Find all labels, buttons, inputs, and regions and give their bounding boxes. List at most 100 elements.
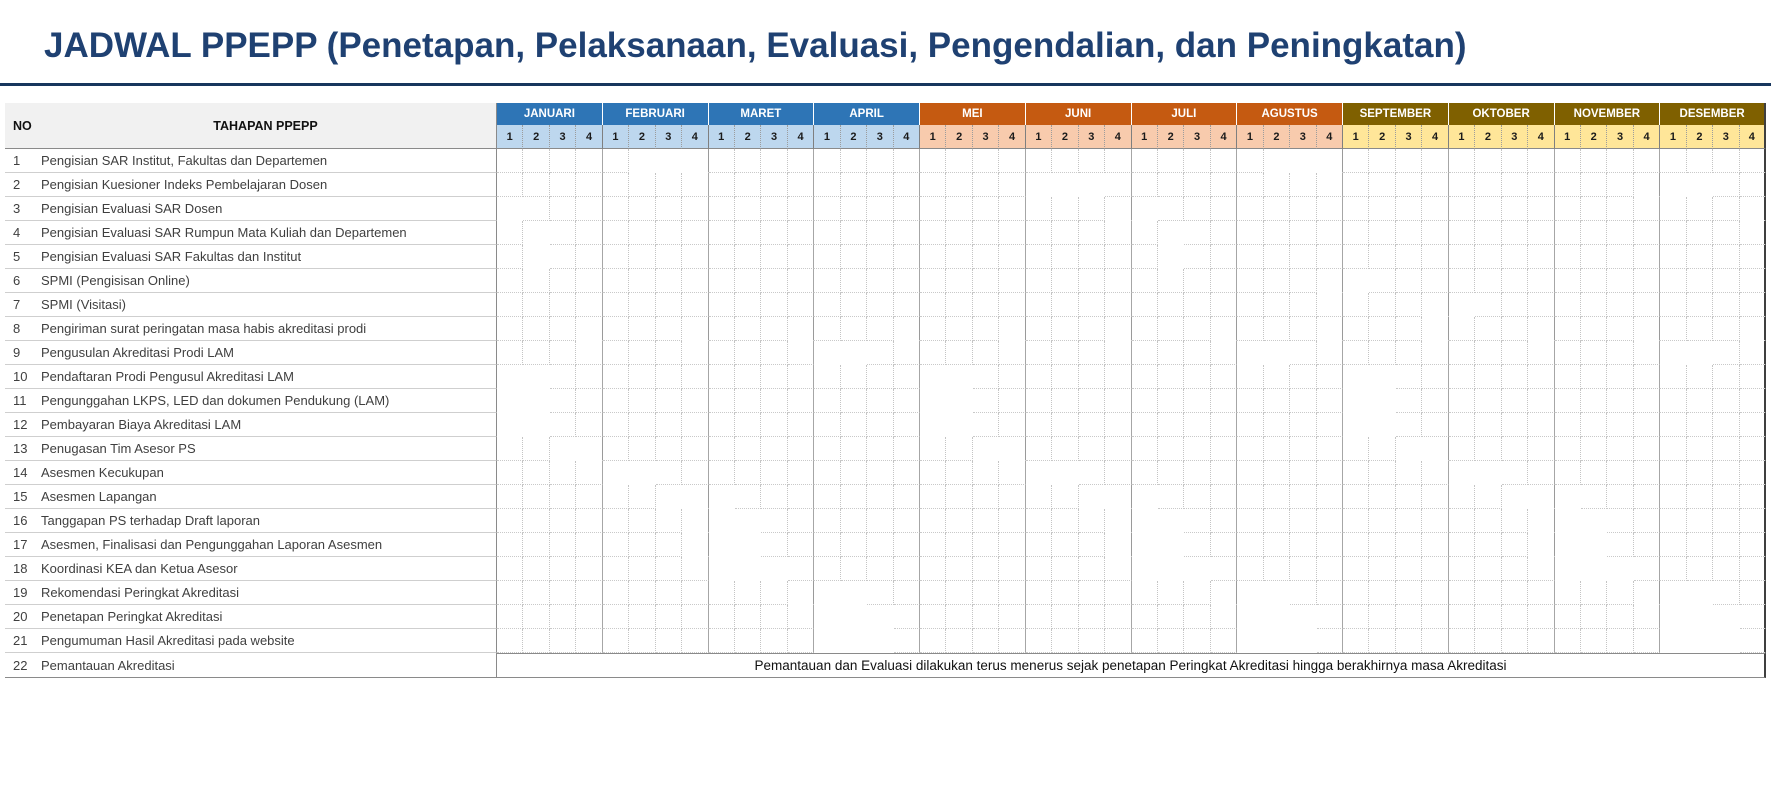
schedule-cell bbox=[1501, 365, 1529, 389]
schedule-cell bbox=[761, 341, 788, 365]
schedule-cell bbox=[497, 221, 524, 245]
schedule-cell bbox=[1660, 197, 1687, 221]
schedule-cell-filled bbox=[1105, 317, 1132, 341]
schedule-cell bbox=[1369, 197, 1396, 221]
schedule-cell bbox=[549, 173, 577, 197]
week-header: 3 bbox=[972, 125, 1000, 149]
schedule-cell bbox=[1580, 245, 1608, 269]
schedule-cell bbox=[682, 245, 709, 269]
schedule-cell-filled bbox=[1237, 581, 1264, 605]
schedule-cell bbox=[1448, 197, 1476, 221]
schedule-cell bbox=[1422, 269, 1449, 293]
schedule-cell bbox=[1078, 149, 1106, 173]
schedule-cell bbox=[1607, 437, 1634, 461]
schedule-cell bbox=[1528, 605, 1555, 629]
schedule-cell-filled bbox=[497, 389, 524, 413]
schedule-cell bbox=[1475, 149, 1502, 173]
schedule-cell bbox=[893, 221, 920, 245]
schedule-cell bbox=[1237, 269, 1264, 293]
schedule-cell bbox=[999, 629, 1026, 653]
schedule-cell bbox=[840, 413, 868, 437]
schedule-cell bbox=[999, 581, 1026, 605]
schedule-cell bbox=[787, 269, 815, 293]
schedule-cell-filled bbox=[1422, 317, 1449, 341]
schedule-cell bbox=[1290, 461, 1317, 485]
schedule-cell bbox=[734, 341, 762, 365]
schedule-cell bbox=[497, 605, 524, 629]
schedule-cell bbox=[1395, 557, 1423, 581]
schedule-cell bbox=[1105, 437, 1132, 461]
row-number: 1 bbox=[5, 149, 35, 173]
schedule-cell bbox=[1501, 509, 1529, 533]
schedule-cell bbox=[814, 533, 841, 557]
schedule-cell bbox=[523, 269, 550, 293]
schedule-cell-filled bbox=[497, 365, 524, 389]
schedule-cell bbox=[1210, 389, 1238, 413]
schedule-cell bbox=[549, 197, 577, 221]
row-number: 16 bbox=[5, 509, 35, 533]
week-header: 1 bbox=[920, 125, 947, 149]
row-number: 8 bbox=[5, 317, 35, 341]
schedule-cell bbox=[1713, 149, 1740, 173]
schedule-cell bbox=[1263, 365, 1291, 389]
schedule-cell bbox=[1184, 173, 1211, 197]
schedule-cell bbox=[497, 341, 524, 365]
schedule-cell bbox=[1078, 269, 1106, 293]
schedule-cell bbox=[1448, 629, 1476, 653]
schedule-cell bbox=[1343, 461, 1370, 485]
schedule-cell bbox=[1580, 293, 1608, 317]
schedule-cell bbox=[867, 173, 894, 197]
schedule-cell bbox=[1501, 149, 1529, 173]
schedule-cell bbox=[920, 557, 947, 581]
schedule-cell bbox=[602, 149, 630, 173]
schedule-cell bbox=[549, 245, 577, 269]
schedule-cell bbox=[1739, 221, 1766, 245]
schedule-cell-filled bbox=[682, 533, 709, 557]
schedule-cell bbox=[1290, 293, 1317, 317]
schedule-cell bbox=[1237, 437, 1264, 461]
schedule-cell bbox=[682, 557, 709, 581]
schedule-cell bbox=[1290, 221, 1317, 245]
schedule-cell bbox=[1157, 605, 1185, 629]
schedule-cell bbox=[497, 557, 524, 581]
schedule-cell bbox=[497, 149, 524, 173]
schedule-cell bbox=[1395, 149, 1423, 173]
schedule-cell bbox=[867, 485, 894, 509]
schedule-cell bbox=[1448, 245, 1476, 269]
schedule-cell bbox=[523, 581, 550, 605]
schedule-cell-filled bbox=[734, 557, 762, 581]
schedule-cell bbox=[1290, 197, 1317, 221]
schedule-cell-filled bbox=[629, 461, 656, 485]
schedule-cell bbox=[1210, 557, 1238, 581]
schedule-cell bbox=[602, 365, 630, 389]
schedule-cell bbox=[920, 317, 947, 341]
schedule-cell bbox=[1290, 173, 1317, 197]
schedule-cell bbox=[761, 485, 788, 509]
schedule-cell bbox=[920, 509, 947, 533]
schedule-cell bbox=[1607, 413, 1634, 437]
schedule-cell-filled bbox=[999, 437, 1026, 461]
schedule-cell bbox=[1157, 461, 1185, 485]
schedule-cell-filled bbox=[1739, 197, 1766, 221]
task-label: SPMI (Pengisisan Online) bbox=[35, 269, 497, 293]
schedule-cell bbox=[1105, 557, 1132, 581]
schedule-cell bbox=[1395, 581, 1423, 605]
schedule-cell bbox=[1237, 365, 1264, 389]
schedule-cell bbox=[1316, 629, 1343, 653]
schedule-cell bbox=[1686, 389, 1714, 413]
schedule-cell bbox=[1290, 341, 1317, 365]
schedule-cell-filled bbox=[946, 413, 973, 437]
schedule-cell-filled bbox=[523, 389, 550, 413]
schedule-cell bbox=[1633, 293, 1661, 317]
schedule-cell bbox=[1078, 461, 1106, 485]
schedule-cell-filled bbox=[1263, 629, 1291, 653]
schedule-cell bbox=[734, 293, 762, 317]
schedule-cell bbox=[999, 293, 1026, 317]
schedule-cell bbox=[602, 221, 630, 245]
schedule-cell bbox=[629, 245, 656, 269]
schedule-cell bbox=[1290, 485, 1317, 509]
schedule-cell bbox=[1210, 509, 1238, 533]
schedule-cell bbox=[1052, 245, 1079, 269]
schedule-cell bbox=[1422, 245, 1449, 269]
schedule-cell bbox=[1131, 365, 1158, 389]
